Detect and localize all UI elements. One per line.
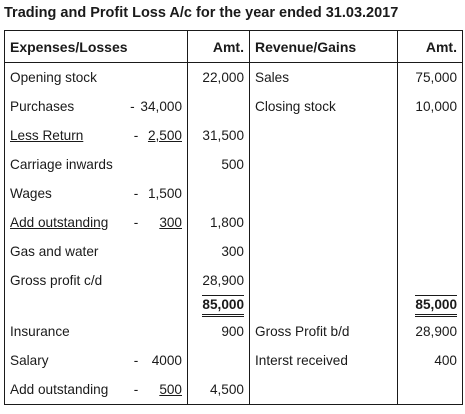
- debit-amount: 28,900: [187, 266, 250, 295]
- debit-subamount: 4000: [151, 353, 182, 368]
- table-row: Gross profit c/d 28,900: [4, 266, 463, 295]
- credit-label: [249, 375, 398, 405]
- debit-total: 85,000: [202, 295, 244, 317]
- debit-sign: -: [133, 186, 139, 201]
- header-row: Expenses/Losses Amt. Revenue/Gains Amt.: [4, 30, 463, 63]
- table-row: Insurance 900 Gross Profit b/d 28,900: [4, 317, 463, 346]
- credit-amount: [397, 375, 463, 405]
- debit-subamount: 2,500: [147, 128, 182, 143]
- credit-amount: 28,900: [397, 317, 463, 346]
- credit-label: [249, 266, 398, 295]
- debit-label: Insurance: [10, 324, 70, 339]
- credit-label: [249, 179, 398, 208]
- credit-label: Interst received: [249, 346, 398, 375]
- debit-sign: -: [133, 382, 139, 397]
- credit-amount: [397, 179, 463, 208]
- header-revenue-gains: Revenue/Gains: [249, 30, 398, 63]
- debit-particular: Salary -4000: [4, 346, 188, 375]
- table-row: Opening stock 22,000 Sales 75,000: [4, 62, 463, 92]
- credit-amount: 400: [397, 346, 463, 375]
- table-row: Add outstanding - 500 4,500: [4, 375, 463, 405]
- debit-label: Wages: [10, 186, 52, 201]
- trading-total-row: 85,000 85,000: [4, 295, 463, 317]
- debit-amount: [187, 92, 250, 121]
- debit-label: Less Return: [10, 128, 84, 143]
- table-row: Gas and water 300: [4, 237, 463, 266]
- credit-label: [249, 121, 398, 150]
- credit-label: [249, 237, 398, 266]
- debit-amount: 300: [187, 237, 250, 266]
- debit-label: Carriage inwards: [10, 157, 113, 172]
- debit-subamount: 300: [159, 215, 182, 230]
- table-row: Wages -1,500: [4, 179, 463, 208]
- debit-particular: Add outstanding - 500: [4, 375, 188, 405]
- debit-label: Add outstanding: [10, 382, 109, 397]
- debit-particular: Gas and water: [4, 237, 188, 266]
- debit-label: Purchases: [10, 99, 75, 114]
- debit-particular: Opening stock: [4, 62, 188, 92]
- debit-subamount: 500: [159, 382, 182, 397]
- debit-subamount: 34,000: [140, 99, 182, 114]
- credit-amount: [397, 208, 463, 237]
- debit-particular: Add outstanding - 300: [4, 208, 188, 237]
- debit-sign: -: [133, 128, 139, 143]
- debit-label: Opening stock: [10, 70, 97, 85]
- debit-particular: Purchases -34,000: [4, 92, 188, 121]
- header-credit-amount: Amt.: [397, 30, 463, 63]
- debit-amount: 500: [187, 150, 250, 179]
- debit-particular: Insurance: [4, 317, 188, 346]
- credit-label: Sales: [249, 62, 398, 92]
- credit-amount: [397, 237, 463, 266]
- debit-sign: -: [133, 353, 139, 368]
- debit-sign: -: [130, 99, 135, 114]
- debit-particular: Gross profit c/d: [4, 266, 188, 295]
- table-row: Salary -4000 Interst received 400: [4, 346, 463, 375]
- table-row: Less Return -2,500 31,500: [4, 121, 463, 150]
- trading-profit-loss-account: Expenses/Losses Amt. Revenue/Gains Amt. …: [4, 30, 463, 405]
- credit-label: [249, 208, 398, 237]
- credit-label: Closing stock: [249, 92, 398, 121]
- debit-label: Gross profit c/d: [10, 273, 103, 288]
- debit-amount: 4,500: [187, 375, 250, 405]
- debit-amount: [187, 346, 250, 375]
- debit-label: Add outstanding: [10, 215, 109, 230]
- debit-amount: 1,800: [187, 208, 250, 237]
- debit-particular: Less Return -2,500: [4, 121, 188, 150]
- credit-total: 85,000: [415, 295, 457, 317]
- debit-amount: 22,000: [187, 62, 250, 92]
- debit-particular: Carriage inwards: [4, 150, 188, 179]
- credit-amount: [397, 150, 463, 179]
- debit-amount: 31,500: [187, 121, 250, 150]
- account-title: Trading and Profit Loss A/c for the year…: [4, 5, 399, 21]
- credit-amount: [397, 266, 463, 295]
- header-debit-amount: Amt.: [187, 30, 250, 63]
- credit-amount: [397, 121, 463, 150]
- debit-label: Gas and water: [10, 244, 99, 259]
- debit-amount: [187, 179, 250, 208]
- debit-sign: -: [133, 215, 139, 230]
- credit-label: Gross Profit b/d: [249, 317, 398, 346]
- table-row: Add outstanding - 300 1,800: [4, 208, 463, 237]
- table-row: Purchases -34,000 Closing stock 10,000: [4, 92, 463, 121]
- debit-amount: 900: [187, 317, 250, 346]
- header-expenses-losses: Expenses/Losses: [4, 30, 188, 63]
- debit-subamount: 1,500: [147, 186, 182, 201]
- credit-label: [249, 150, 398, 179]
- credit-amount: 75,000: [397, 62, 463, 92]
- table-row: Carriage inwards 500: [4, 150, 463, 179]
- debit-label: Salary: [10, 353, 49, 368]
- credit-amount: 10,000: [397, 92, 463, 121]
- debit-particular: Wages -1,500: [4, 179, 188, 208]
